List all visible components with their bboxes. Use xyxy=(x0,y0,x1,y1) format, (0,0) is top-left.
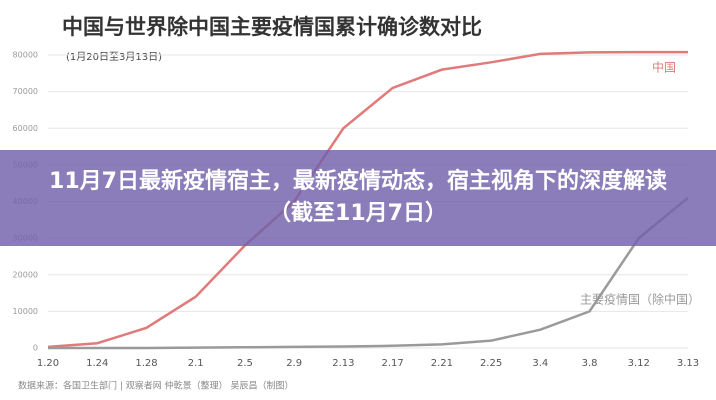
x-tick-label: 3.13 xyxy=(677,358,699,369)
x-tick-label: 2.25 xyxy=(480,358,502,369)
banner-title: 11月7日最新疫情宿主，最新疫情动态，宿主视角下的深度解读（截至11月7日） xyxy=(49,169,667,226)
legend-label: 主要疫情国（除中国） xyxy=(580,292,700,307)
x-tick-label: 1.24 xyxy=(86,358,108,369)
series-line xyxy=(48,196,689,350)
x-tick-label: 3.8 xyxy=(582,358,598,369)
y-tick-label: 10000 xyxy=(13,307,38,316)
series-line xyxy=(47,50,688,349)
x-tick-label: 3.12 xyxy=(628,358,650,369)
chart-title: 中国与世界除中国主要疫情国累计确诊数对比 xyxy=(62,15,482,39)
y-tick-label: 0 xyxy=(33,344,38,353)
x-tick-label: 2.1 xyxy=(188,358,204,369)
x-tick-label: 3.4 xyxy=(532,358,548,369)
x-tick-label: 2.21 xyxy=(431,358,453,369)
legend-label: 中国 xyxy=(652,60,676,75)
banner: 11月7日最新疫情宿主，最新疫情动态，宿主视角下的深度解读（截至11月7日） xyxy=(0,150,716,246)
x-tick-label: 1.20 xyxy=(37,358,59,369)
y-tick-label: 80000 xyxy=(13,51,38,60)
x-tick-label: 2.5 xyxy=(237,358,253,369)
x-tick-label: 1.28 xyxy=(135,358,157,369)
x-tick-label: 2.17 xyxy=(381,358,403,369)
chart-subtitle: (1月20日至3月13日) xyxy=(66,51,162,63)
x-tick-label: 2.13 xyxy=(332,358,354,369)
y-tick-label: 70000 xyxy=(13,87,38,96)
y-tick-label: 60000 xyxy=(13,124,38,133)
y-tick-label: 20000 xyxy=(13,270,38,279)
source: 数据来源：各国卫生部门 | 观察者网 仲乾景（整理） 吴辰昌（制图） xyxy=(18,380,293,392)
x-tick-label: 2.9 xyxy=(286,358,302,369)
